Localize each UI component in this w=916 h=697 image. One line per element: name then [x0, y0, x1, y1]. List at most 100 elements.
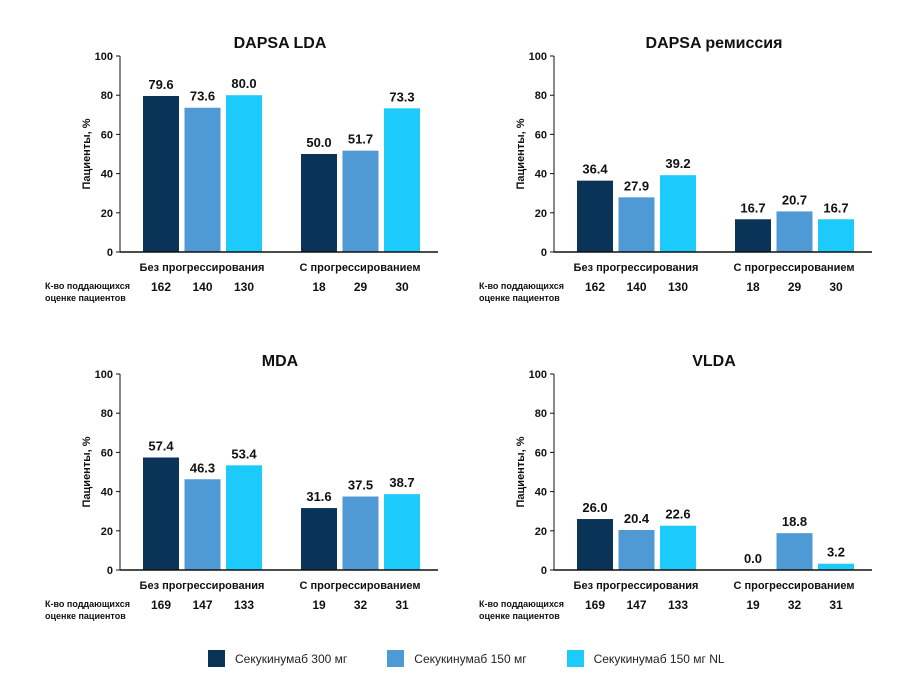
chart-dapsa-remission: DAPSA ремиссия Пациенты, % 0 20 40 60 80 100 36.… — [434, 0, 874, 318]
chart-svg: MDA Пациенты, % 0 20 40 60 80 100 57.4 169 31.6 19 4… — [45, 353, 438, 621]
data-label: 27.9 — [624, 178, 649, 193]
count-row-label: К-во поддающихся — [479, 599, 564, 609]
data-label: 16.7 — [823, 200, 848, 215]
bar — [618, 530, 655, 570]
y-tick-label: 20 — [101, 526, 113, 538]
data-label: 79.6 — [148, 77, 173, 92]
bar — [301, 508, 337, 570]
count-value: 19 — [746, 598, 760, 612]
count-value: 29 — [788, 280, 802, 294]
y-tick-label: 0 — [541, 247, 547, 259]
data-label: 50.0 — [306, 135, 331, 150]
chart-svg: DAPSA LDA Пациенты, % 0 20 40 60 80 100 79.6 162 5… — [45, 35, 438, 303]
count-value: 147 — [626, 598, 646, 612]
y-tick-label: 100 — [95, 369, 113, 381]
y-tick-label: 40 — [535, 487, 547, 499]
data-label: 53.4 — [231, 446, 257, 461]
y-tick-label: 20 — [535, 526, 547, 538]
y-tick-label: 80 — [535, 408, 547, 420]
count-value: 19 — [312, 598, 326, 612]
count-value: 162 — [151, 280, 171, 294]
y-tick-label: 0 — [107, 247, 113, 259]
y-tick-label: 40 — [535, 169, 547, 181]
data-label: 22.6 — [665, 507, 690, 522]
bar — [660, 525, 696, 570]
y-tick-label: 80 — [101, 90, 113, 102]
y-tick-label: 0 — [541, 565, 547, 577]
y-tick-label: 40 — [101, 487, 113, 499]
bar — [577, 180, 613, 252]
bar — [226, 95, 262, 252]
data-label: 20.4 — [624, 511, 650, 526]
chart-title: VLDA — [692, 353, 736, 370]
bar — [384, 494, 420, 570]
legend-item: Секукинумаб 150 мг NL — [566, 650, 725, 667]
data-label: 80.0 — [231, 76, 256, 91]
data-label: 51.7 — [348, 132, 373, 147]
bar — [735, 219, 771, 252]
bar — [342, 496, 379, 570]
x-category-label: С прогрессированием — [733, 262, 854, 274]
bar — [384, 108, 420, 252]
x-category-label: С прогрессированием — [733, 580, 854, 592]
data-label: 73.3 — [389, 89, 414, 104]
bar — [226, 465, 262, 570]
count-row-label: оценке пациентов — [479, 293, 560, 303]
bar — [143, 457, 179, 570]
count-value: 140 — [192, 280, 212, 294]
bar — [776, 533, 813, 570]
y-tick-label: 20 — [535, 208, 547, 220]
bar — [301, 154, 337, 252]
bar — [818, 563, 854, 570]
y-tick-label: 60 — [101, 129, 113, 141]
data-label: 73.6 — [190, 89, 215, 104]
x-category-label: Без прогрессирования — [574, 262, 699, 274]
count-row-label: К-во поддающихся — [45, 599, 130, 609]
count-value: 130 — [668, 280, 688, 294]
data-label: 38.7 — [389, 475, 414, 490]
count-value: 29 — [354, 280, 368, 294]
bar — [184, 107, 221, 252]
legend-swatch — [208, 650, 225, 667]
data-label: 36.4 — [582, 162, 608, 177]
count-row-label: оценке пациентов — [45, 293, 126, 303]
chart-vlda: VLDA Пациенты, % 0 20 40 60 80 100 26.0 169 0.0 19 2… — [434, 318, 874, 636]
legend: Секукинумаб 300 мг Секукинумаб 150 мг Се… — [208, 650, 725, 667]
x-category-label: Без прогрессирования — [140, 580, 265, 592]
count-value: 31 — [829, 598, 843, 612]
data-label: 37.5 — [348, 478, 373, 493]
bar — [618, 197, 655, 252]
count-value: 30 — [829, 280, 843, 294]
legend-item: Секукинумаб 300 мг — [208, 650, 347, 667]
count-value: 18 — [746, 280, 760, 294]
data-label: 46.3 — [190, 460, 215, 475]
count-row-label: оценке пациентов — [479, 611, 560, 621]
count-value: 31 — [395, 598, 409, 612]
bar — [776, 211, 813, 252]
y-axis-label: Пациенты, % — [515, 436, 527, 507]
chart-mda: MDA Пациенты, % 0 20 40 60 80 100 57.4 169 31.6 19 4… — [0, 318, 440, 636]
chart-title: DAPSA ремиссия — [646, 35, 783, 52]
count-value: 169 — [585, 598, 605, 612]
data-label: 57.4 — [148, 438, 174, 453]
bar — [342, 150, 379, 252]
y-tick-label: 20 — [101, 208, 113, 220]
data-label: 0.0 — [744, 551, 762, 566]
count-value: 140 — [626, 280, 646, 294]
count-row-label: К-во поддающихся — [45, 281, 130, 291]
count-value: 32 — [354, 598, 368, 612]
legend-swatch — [387, 650, 405, 667]
y-tick-label: 100 — [95, 51, 113, 63]
count-value: 32 — [788, 598, 802, 612]
bar — [818, 219, 854, 252]
y-axis-label: Пациенты, % — [81, 436, 93, 507]
x-category-label: С прогрессированием — [299, 262, 420, 274]
y-tick-label: 60 — [535, 129, 547, 141]
legend-item: Секукинумаб 150 мг — [387, 650, 527, 667]
chart-svg: DAPSA ремиссия Пациенты, % 0 20 40 60 80 100 36.… — [479, 35, 872, 303]
y-tick-label: 40 — [101, 169, 113, 181]
y-axis-label: Пациенты, % — [515, 118, 527, 189]
y-tick-label: 80 — [101, 408, 113, 420]
count-value: 130 — [234, 280, 254, 294]
